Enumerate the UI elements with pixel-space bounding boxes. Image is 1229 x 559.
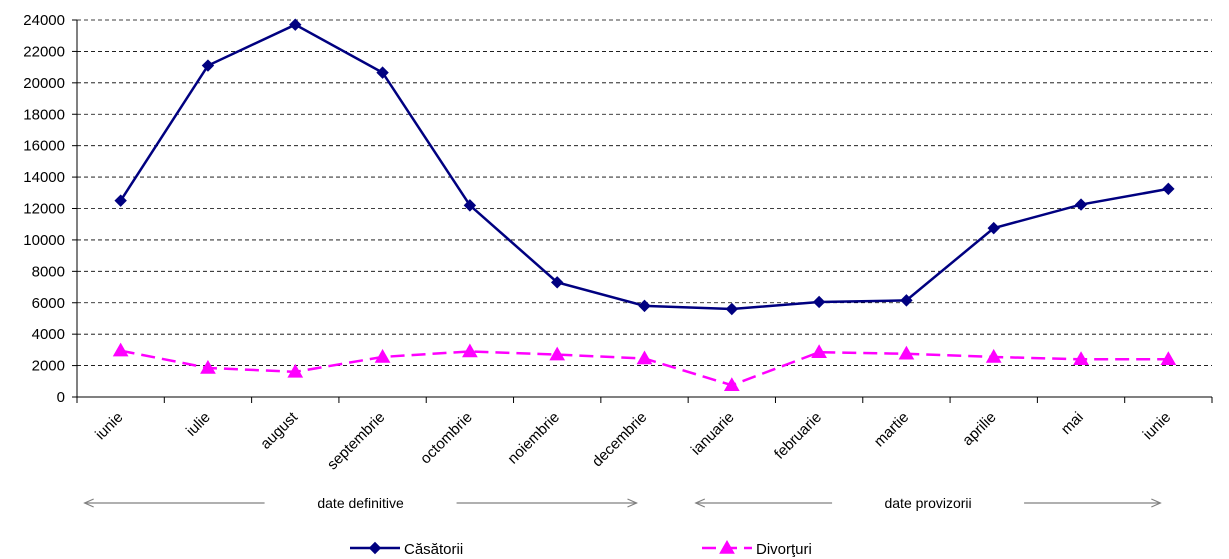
y-tick-label: 8000 — [32, 263, 65, 280]
data-point — [985, 348, 1002, 363]
legend: Căsătorii Divorţuri — [350, 539, 812, 558]
data-point — [1073, 351, 1089, 366]
y-tick-label: 24000 — [23, 12, 65, 29]
data-point — [812, 295, 826, 309]
data-point — [112, 342, 129, 357]
data-point — [549, 346, 566, 361]
series-casatorii — [114, 18, 1175, 316]
data-point — [725, 302, 739, 316]
x-tick-label: mai — [1058, 409, 1087, 438]
arrow-head — [83, 498, 94, 508]
series-line — [119, 23, 1169, 311]
legend-item: Căsătorii — [350, 541, 463, 558]
y-tick-label: 12000 — [23, 201, 65, 218]
data-point — [1162, 182, 1175, 196]
data-point — [636, 350, 653, 365]
data-point — [200, 359, 216, 374]
x-tick-label: decembrie — [589, 409, 651, 471]
legend-marker — [719, 539, 735, 554]
x-tick-label: septembrie — [324, 409, 388, 473]
y-tick-label: 16000 — [23, 138, 65, 155]
grid-lines — [77, 19, 1212, 366]
data-point — [374, 348, 391, 363]
y-tick-label: 6000 — [32, 295, 65, 312]
data-point — [1160, 351, 1177, 366]
x-tick-label: aprilie — [959, 409, 999, 449]
data-point — [289, 18, 302, 31]
y-tick-label: 22000 — [23, 43, 65, 60]
data-point — [723, 377, 740, 391]
x-tick-label: august — [257, 408, 301, 452]
data-point — [376, 66, 389, 79]
axes — [72, 19, 1213, 403]
data-point — [463, 199, 477, 212]
data-point — [1074, 198, 1088, 211]
legend-item: Divorţuri — [702, 539, 812, 558]
data-point — [638, 299, 651, 313]
x-tick-label: iunie — [1140, 409, 1174, 443]
data-point — [550, 276, 564, 289]
annotations: date definitive date provizorii — [83, 495, 1162, 511]
data-point — [811, 344, 827, 358]
data-point — [114, 194, 127, 207]
legend-marker — [368, 541, 382, 555]
y-tick-label: 14000 — [23, 169, 65, 186]
arrow-head — [694, 498, 706, 508]
series — [112, 18, 1177, 391]
x-tick-label: iulie — [183, 409, 214, 440]
annotation-label: date provizorii — [884, 495, 971, 511]
data-point — [987, 221, 1000, 235]
y-tick-label: 2000 — [32, 358, 65, 375]
y-tick-label: 20000 — [23, 75, 65, 92]
y-tick-label: 18000 — [23, 106, 65, 123]
y-tick-labels: 0 2000 4000 6000 8000 10000 12000 14000 16000 180… — [23, 12, 65, 406]
legend-label: Căsătorii — [404, 541, 463, 558]
series-divorturi — [112, 342, 1177, 391]
data-point — [287, 363, 304, 378]
x-tick-label: februarie — [771, 409, 825, 463]
x-tick-labels: iunie iulie august septembrie octombrie noiem… — [92, 408, 1174, 473]
annotation-date-provizorii: date provizorii — [694, 495, 1162, 511]
annotation-label: date definitive — [317, 495, 404, 511]
x-tick-label: martie — [871, 409, 912, 450]
data-point — [900, 294, 913, 307]
x-tick-label: octombrie — [417, 409, 476, 468]
arrow-head — [1151, 498, 1162, 508]
annotation-date-definitive: date definitive — [83, 495, 638, 511]
x-tick-label: iunie — [92, 409, 126, 443]
arrow-head — [627, 498, 638, 508]
data-point — [462, 343, 478, 358]
x-tick-label: noiembrie — [504, 409, 563, 468]
y-tick-label: 0 — [57, 389, 65, 406]
data-point — [898, 345, 915, 360]
y-tick-label: 10000 — [23, 232, 65, 249]
legend-label: Divorţuri — [756, 541, 812, 558]
y-tick-label: 4000 — [32, 326, 65, 343]
data-point — [201, 59, 215, 72]
x-tick-label: ianuarie — [688, 409, 738, 459]
